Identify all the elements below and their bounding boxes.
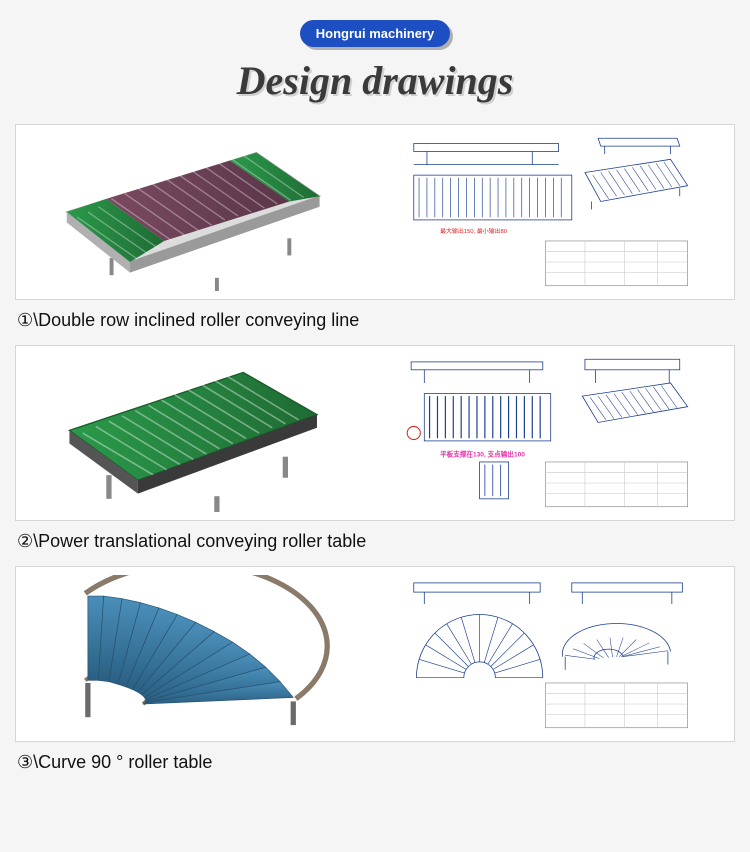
render-inclined-roller xyxy=(24,133,357,291)
page: Hongrui machinery Design drawings xyxy=(0,0,750,797)
panel-2-render xyxy=(24,354,357,512)
panel-1-sheet: 最大输出150, 最小输出80 xyxy=(365,133,726,291)
caption-1: ①\Double row inclined roller conveying l… xyxy=(17,310,735,331)
render-curve-roller xyxy=(24,575,357,733)
title-block-3 xyxy=(546,683,688,728)
sheet-inclined-roller: 最大输出150, 最小输出80 xyxy=(365,133,726,291)
panel-2-sheet: 平板支撑在130, 支点输出100 xyxy=(365,354,726,512)
brand-badge: Hongrui machinery xyxy=(300,20,450,47)
panel-3-render xyxy=(24,575,357,733)
panel-3-sheet xyxy=(365,575,726,733)
badge-wrap: Hongrui machinery xyxy=(15,20,735,47)
annotation-2: 平板支撑在130, 支点输出100 xyxy=(440,450,525,459)
panel-3 xyxy=(15,566,735,742)
caption-3: ③\Curve 90 ° roller table xyxy=(17,752,735,773)
page-title: Design drawings xyxy=(15,57,735,104)
sheet-curve-roller xyxy=(365,575,726,733)
panel-1-render xyxy=(24,133,357,291)
annotation-1: 最大输出150, 最小输出80 xyxy=(440,227,508,235)
title-block-2 xyxy=(546,462,688,507)
panel-1: 最大输出150, 最小输出80 xyxy=(15,124,735,300)
render-flat-roller xyxy=(24,354,357,512)
sheet-flat-roller: 平板支撑在130, 支点输出100 xyxy=(365,354,726,512)
title-block-1 xyxy=(546,241,688,286)
panel-2: 平板支撑在130, 支点输出100 xyxy=(15,345,735,521)
caption-2: ②\Power translational conveying roller t… xyxy=(17,531,735,552)
